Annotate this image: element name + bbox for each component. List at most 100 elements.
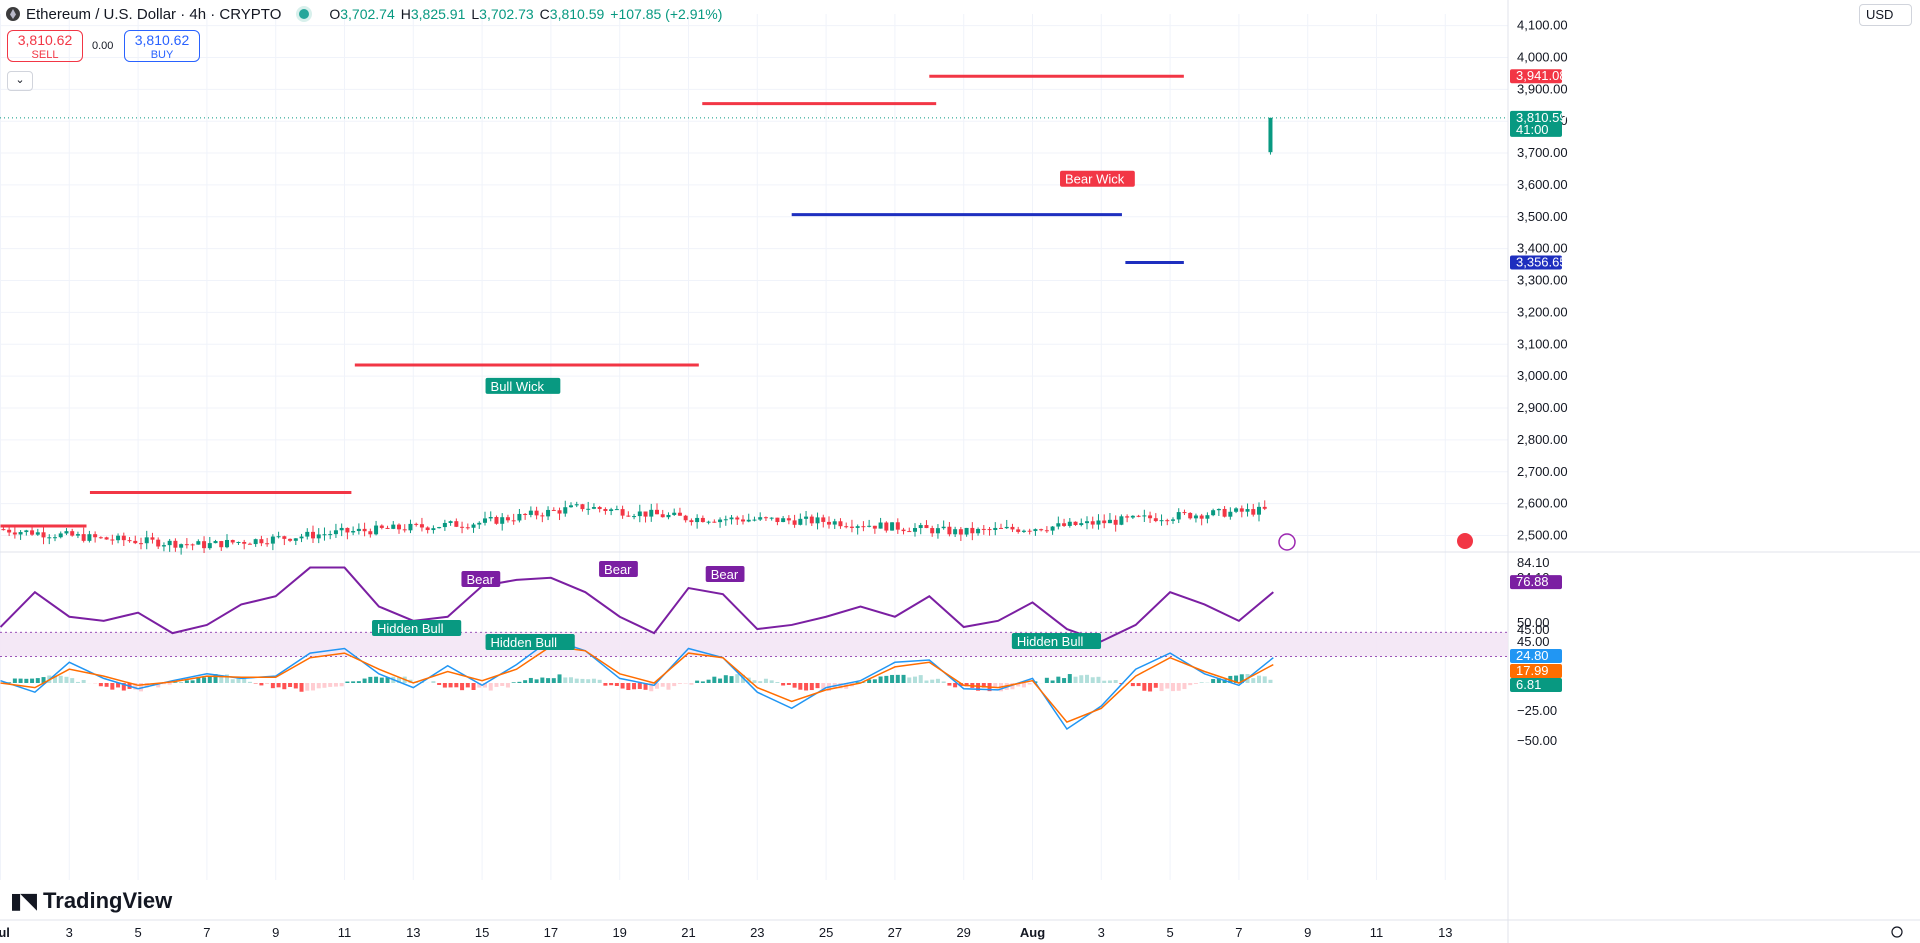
candle-body [1262, 506, 1267, 509]
rsi-tick-label: 84.10 [1517, 555, 1550, 570]
candle-body [431, 528, 436, 531]
candle-body [110, 539, 115, 541]
candle-body [1004, 526, 1009, 529]
macd-histogram-bar [798, 683, 803, 690]
macd-histogram-bar [454, 683, 459, 688]
candle-body [225, 539, 229, 548]
macd-series-line [0, 645, 1274, 723]
low-label: L [471, 6, 480, 22]
macd-histogram-bar [511, 682, 516, 683]
annotation-label-bg [1011, 633, 1102, 649]
currency-selector[interactable]: USD [1859, 4, 1912, 26]
candle-body [729, 517, 734, 520]
macd-histogram-bar [70, 678, 75, 683]
candle-body [913, 528, 917, 532]
candle-body [683, 515, 688, 521]
candle-body [827, 521, 831, 525]
macd-histogram-bar [821, 683, 826, 690]
macd-histogram-bar [1171, 683, 1175, 692]
macd-histogram-bar [1085, 674, 1089, 683]
candle-body [483, 518, 487, 523]
macd-tick-label: −25.00 [1517, 703, 1557, 718]
candle-body [901, 529, 906, 532]
macd-histogram-bar [981, 683, 986, 688]
candle-body [477, 522, 482, 525]
price-axis[interactable]: 2,500.00 2,600.00 2,700.00 2,800.00 2,900.00… [1517, 18, 1903, 938]
candle-body [488, 517, 493, 519]
candle-body [253, 539, 258, 545]
candle-body [924, 525, 929, 529]
macd-histogram-bar [339, 683, 344, 687]
candle-body [236, 541, 241, 543]
macd-histogram-bar [838, 683, 843, 689]
buy-button[interactable]: 3,810.62 BUY [124, 30, 200, 62]
macd-histogram-bar [689, 683, 694, 685]
macd-histogram-bar [546, 678, 551, 683]
candle-body [1102, 520, 1107, 524]
annotation-label-bg [372, 620, 462, 636]
price-tick-label: 3,900.00 [1517, 81, 1568, 96]
macd-histogram-bar [729, 676, 734, 683]
price-tag-label: 3,941.08 [1516, 68, 1567, 83]
rsi-pane [0, 566, 1508, 657]
price-tick-label: 3,700.00 [1517, 145, 1568, 160]
candle-body [867, 525, 872, 527]
macd-histogram-bar [569, 677, 573, 683]
candle-body [1148, 515, 1153, 519]
candle-body [379, 525, 384, 528]
macd-histogram-bar [1188, 683, 1193, 686]
rsi-last-label: 76.88 [1516, 574, 1549, 589]
candle-body [660, 514, 665, 518]
macd-histogram-bar [225, 674, 229, 683]
macd-histogram-bar [471, 683, 476, 690]
sell-button[interactable]: 3,810.62 SELL [7, 30, 83, 62]
candle-body [855, 526, 860, 528]
macd-histogram-bar [884, 675, 889, 683]
candle-body [385, 527, 390, 529]
candle-body [677, 512, 682, 516]
macd-histogram-bar [890, 674, 895, 683]
symbol-title[interactable]: Ethereum / U.S. Dollar · 4h · CRYPTO [26, 5, 282, 23]
candle-body [591, 507, 596, 509]
candle-body [700, 517, 705, 523]
macd-histogram-bar [528, 677, 533, 683]
price-tick-label: 4,100.00 [1517, 18, 1568, 33]
candle-body [586, 508, 591, 510]
macd-histogram-bar [81, 679, 86, 683]
collapse-button[interactable]: ⌄ [7, 71, 33, 91]
time-tick-label: 15 [475, 925, 489, 940]
candle-body [156, 539, 161, 547]
candle-body [460, 526, 465, 528]
candle-body [81, 534, 86, 541]
time-tick-label: 17 [544, 925, 558, 940]
time-tick-label: 13 [1438, 925, 1452, 940]
candle-body [666, 514, 671, 518]
candle-body [987, 529, 992, 531]
candle-body [1222, 508, 1227, 517]
candle-body [356, 528, 361, 532]
candle-body [414, 523, 419, 525]
price-tick-label: 3,600.00 [1517, 177, 1568, 192]
candle-body [316, 534, 321, 539]
currency-label: USD [1866, 7, 1894, 22]
time-axis[interactable]: Jul 3 5 7 9 11 13 15 17 19 21 23 25 27 29 Aug 3 5 7 9 11 13 [0, 925, 1453, 940]
candle-body [1010, 526, 1015, 530]
candle-body [723, 519, 728, 521]
time-tick-label: 7 [203, 925, 210, 940]
macd-histogram-bar [328, 683, 333, 687]
tradingview-logo[interactable]: ▮◥ TradingView [10, 888, 172, 914]
annotation-label: Hidden Bull [377, 621, 444, 636]
macd-histogram-bar [483, 683, 487, 688]
macd-histogram-bar [1216, 678, 1221, 683]
candle-body [150, 537, 155, 540]
macd-histogram-bar [1148, 683, 1153, 692]
macd-histogram-bar [437, 683, 442, 685]
candle-body [213, 541, 218, 544]
candlesticks [0, 117, 1508, 555]
candle-body [528, 510, 533, 515]
price-tick-label: 3,400.00 [1517, 241, 1568, 256]
macd-histogram-bar [723, 675, 728, 683]
macd-histogram-bar [872, 679, 877, 683]
macd-histogram-bar [1136, 683, 1141, 687]
